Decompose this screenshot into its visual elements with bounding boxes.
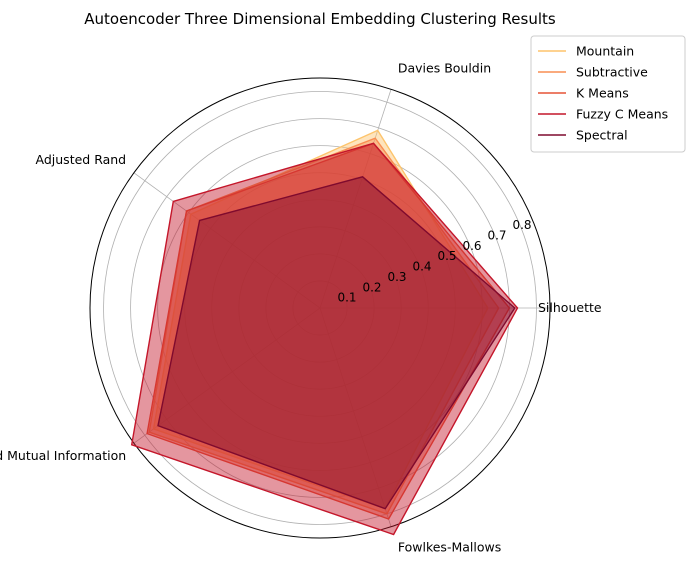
series-layer bbox=[130, 129, 519, 536]
axis-label-fowlkes-mallows: Fowlkes-Mallows bbox=[398, 540, 501, 555]
series-k-means bbox=[146, 142, 511, 520]
legend-box bbox=[530, 35, 686, 153]
series-fuzzy-c-means bbox=[130, 142, 519, 536]
axis-label-normalized-mutual-information: Normalized Mutual Information bbox=[0, 448, 126, 463]
axis-spoke bbox=[319, 89, 392, 309]
legend-label: Subtractive bbox=[576, 65, 648, 80]
axis-spoke bbox=[133, 307, 321, 444]
axis-spoke bbox=[133, 172, 321, 309]
radial-tick-labels: 0.1 0.2 0.3 0.4 0.5 0.6 0.7 0.8 bbox=[337, 218, 531, 304]
axis-label-davies-bouldin: Davies Bouldin bbox=[398, 60, 491, 75]
r-tick-label: 0.2 bbox=[362, 280, 381, 294]
r-tick-label: 0.3 bbox=[387, 270, 406, 284]
series-spectral bbox=[157, 176, 516, 510]
r-tick-label: 0.7 bbox=[487, 229, 506, 243]
legend-label: Spectral bbox=[576, 128, 628, 143]
series-mountain bbox=[152, 129, 489, 510]
r-tick-label: 0.8 bbox=[512, 218, 531, 232]
axis-label-silhouette: Silhouette bbox=[538, 300, 602, 315]
axis-label-adjusted-rand: Adjusted Rand bbox=[36, 152, 127, 167]
r-tick-label: 0.5 bbox=[437, 249, 456, 263]
chart-title: Autoencoder Three Dimensional Embedding … bbox=[84, 10, 556, 28]
axis-labels: Silhouette Davies Bouldin Adjusted Rand Nor… bbox=[0, 60, 602, 554]
legend-label: Fuzzy C Means bbox=[576, 107, 668, 122]
r-tick-label: 0.1 bbox=[337, 291, 356, 305]
polar-grid bbox=[89, 77, 551, 539]
legend-label: K Means bbox=[576, 86, 629, 101]
axis-spoke bbox=[319, 307, 392, 527]
legend: Mountain Subtractive K Means Fuzzy C Means S… bbox=[530, 35, 686, 153]
series-subtractive bbox=[148, 137, 500, 515]
legend-label: Mountain bbox=[576, 44, 634, 59]
r-tick-label: 0.6 bbox=[462, 239, 481, 253]
outer-frame bbox=[89, 77, 551, 539]
r-tick-label: 0.4 bbox=[412, 260, 431, 274]
